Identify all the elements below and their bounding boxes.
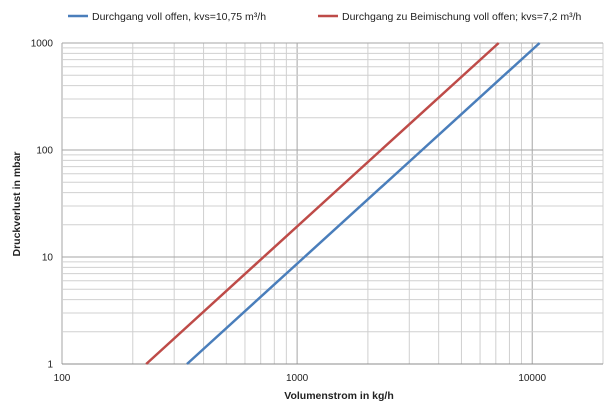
- x-axis-title: Volumenstrom in kg/h: [284, 390, 393, 402]
- y-tick-label: 1000: [31, 39, 54, 50]
- y-axis-title: Druckverlust in mbar: [11, 151, 23, 256]
- legend-label-series-2: Durchgang zu Beimischung voll offen; kvs…: [342, 11, 582, 23]
- x-tick-label: 100: [54, 373, 71, 384]
- tick-labels: 100 1000 10000 1 10 100 1000: [31, 39, 547, 385]
- y-tick-label: 1: [47, 360, 53, 371]
- y-tick-label: 100: [36, 146, 53, 157]
- x-tick-label: 10000: [518, 373, 546, 384]
- legend: Durchgang voll offen, kvs=10,75 m³/h Dur…: [68, 11, 582, 23]
- grid: [61, 42, 604, 365]
- legend-label-series-1: Durchgang voll offen, kvs=10,75 m³/h: [92, 11, 266, 23]
- series-line-1: [186, 42, 541, 365]
- series-layer: [145, 42, 541, 365]
- x-tick-label: 1000: [286, 373, 309, 384]
- series-line-2: [145, 42, 500, 365]
- y-tick-label: 10: [42, 253, 54, 264]
